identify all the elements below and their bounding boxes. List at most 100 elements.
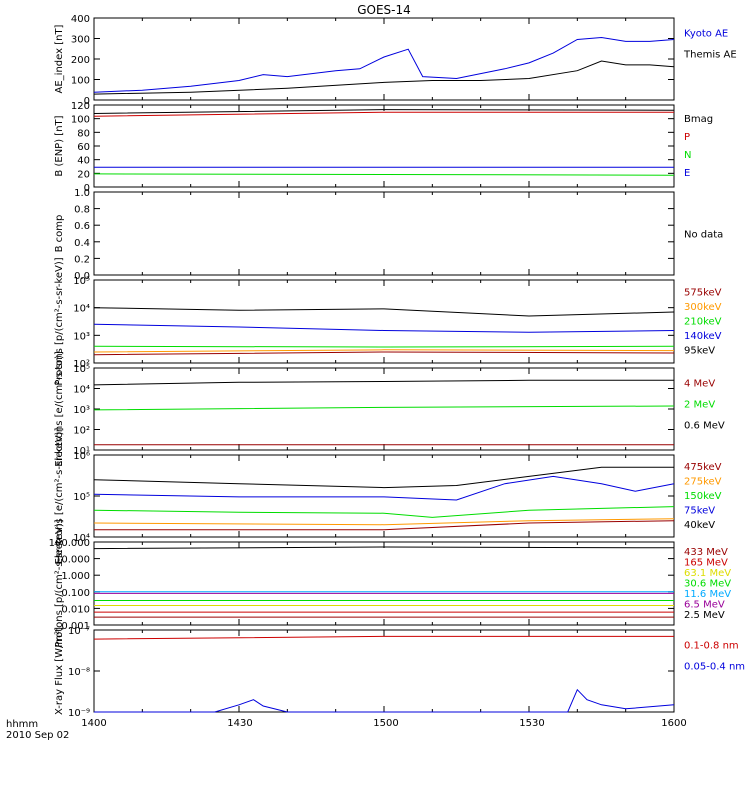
legend-label: 75keV <box>684 505 715 516</box>
y-tick-label: 10.000 <box>55 555 90 566</box>
x-tick-label: 1530 <box>519 718 544 729</box>
panel: 10⁴ 10⁵ 10⁶ Electrons [e/(cm²-s-sr-keV)] 475… <box>54 427 722 564</box>
x-tick-label: 1600 <box>661 718 686 729</box>
legend-label: 575keV <box>684 287 722 298</box>
y-tick-label: 60 <box>77 142 90 153</box>
y-tick-label: 0.2 <box>74 254 90 265</box>
legend-label: 40keV <box>684 520 715 531</box>
legend-label: 165 MeV <box>684 558 728 569</box>
y-tick-label: 10⁵ <box>73 492 90 503</box>
panel: 0 20 40 60 80 100 120 B (ENP) [nT] Bmag PNE <box>54 101 713 194</box>
y-tick-label: 10⁴ <box>73 533 90 544</box>
y-axis-label: B comp <box>54 215 65 253</box>
x-axis-date: 2010 Sep 02 <box>6 730 69 741</box>
y-axis-label: X-ray Flux [W/m²] <box>54 627 65 715</box>
y-tick-label: 20 <box>77 169 90 180</box>
legend-label: 433 MeV <box>684 547 728 558</box>
y-tick-label: 80 <box>77 128 90 139</box>
legend-label: 0.1-0.8 nm <box>684 641 739 652</box>
series-line <box>93 36 675 93</box>
y-tick-label: 10⁵ <box>73 364 90 375</box>
legend-label: 275keV <box>684 477 722 488</box>
y-tick-label: 1.0 <box>74 188 90 199</box>
series-line <box>94 688 675 713</box>
series-line <box>93 518 675 526</box>
y-axis-label: Electrons [e/(cm²-s-sr-keV)] <box>54 427 65 564</box>
y-tick-label: 0.8 <box>74 205 90 216</box>
y-tick-label: 10⁻⁸ <box>68 667 90 678</box>
y-tick-label: 10³ <box>73 405 90 416</box>
y-axis-label: Protons [p/(cm²-s-sr-keV)] <box>54 519 65 647</box>
y-tick-label: 0.010 <box>61 604 90 615</box>
y-tick-label: 100.000 <box>49 538 90 549</box>
y-axis-label: Electrons [e/(cm²-s-sr)] <box>54 351 65 467</box>
y-tick-label: 10⁻⁹ <box>68 708 90 719</box>
legend-label: 30.6 MeV <box>684 579 731 590</box>
y-tick-label: 10⁵ <box>73 276 90 287</box>
y-tick-label: 10⁴ <box>73 304 90 315</box>
legend-label: 2.5 MeV <box>684 610 725 621</box>
series-line <box>94 520 675 531</box>
legend-label: 475keV <box>684 462 722 473</box>
y-tick-label: 10³ <box>73 331 90 342</box>
y-tick-label: 10² <box>73 426 90 437</box>
legend-label: 210keV <box>684 317 722 328</box>
legend-label: 11.6 MeV <box>684 589 731 600</box>
legend-label: P <box>684 132 690 143</box>
series-line <box>93 109 675 114</box>
y-axis-label: Protons [p/(cm²-s-sr-keV)] <box>54 257 65 385</box>
y-tick-label: 0.100 <box>61 588 90 599</box>
legend-label: 0.6 MeV <box>684 421 725 432</box>
y-tick-label: 300 <box>71 35 90 46</box>
panel: 0.0 0.2 0.4 0.6 0.8 1.0 B comp No data <box>54 188 723 282</box>
legend-label: Kyoto AE <box>684 29 728 40</box>
panel-frame <box>93 17 675 101</box>
legend-label: Bmag <box>684 114 713 125</box>
x-tick-label: 1430 <box>227 718 252 729</box>
series-line <box>93 349 675 353</box>
series-line <box>93 351 675 356</box>
series-line <box>93 635 674 640</box>
y-tick-label: 100 <box>71 76 90 87</box>
legend-label: 4 MeV <box>684 379 715 390</box>
panel: 10⁻⁹ 10⁻⁸ 10⁻⁷X-ray Flux [W/m²] 0.1-0.8 nm 0… <box>54 626 745 719</box>
legend-label: E <box>684 168 690 179</box>
series-line <box>93 466 674 489</box>
legend-label: 0.05-0.4 nm <box>684 662 745 673</box>
y-tick-label: 0.001 <box>61 621 90 632</box>
legend-label: 6.5 MeV <box>684 599 725 610</box>
series-line <box>93 379 674 386</box>
y-tick-label: 400 <box>71 14 90 25</box>
series-line <box>93 60 675 95</box>
series-line <box>93 111 674 117</box>
y-tick-label: 10⁴ <box>73 385 90 396</box>
y-tick-label: 100 <box>71 115 90 126</box>
legend-label: 63.1 MeV <box>684 568 731 579</box>
y-tick-label: 200 <box>71 55 90 66</box>
y-tick-label: 40 <box>77 156 90 167</box>
legend-label: 140keV <box>684 331 722 342</box>
legend-label: 150keV <box>684 491 722 502</box>
y-tick-label: 10⁻⁷ <box>68 626 90 637</box>
series-line <box>93 405 675 411</box>
y-axis-label: B (ENP) [nT] <box>54 115 65 176</box>
series-line <box>93 323 675 333</box>
panel: 10² 10³ 10⁴ 10⁵ Protons [p/(cm²-s-sr-keV)] 57… <box>54 257 722 385</box>
legend-label: 300keV <box>684 302 722 313</box>
x-tick-label: 1500 <box>373 718 398 729</box>
legend-label: 95keV <box>684 346 715 357</box>
y-tick-label: 0 <box>84 183 90 194</box>
y-tick-label: 10⁶ <box>73 451 90 462</box>
y-tick-label: 0.4 <box>74 238 90 249</box>
legend-label: N <box>684 150 691 161</box>
y-tick-label: 0.6 <box>74 221 90 232</box>
chart-title: GOES-14 <box>357 3 411 17</box>
x-tick-label: 1400 <box>81 718 106 729</box>
panel-frame <box>93 191 675 276</box>
panel: 10¹ 10² 10³ 10⁴ 10⁵ Electrons [e/(cm²-s-sr)] 4… <box>54 351 725 467</box>
series-line <box>93 345 675 348</box>
legend-label: Themis AE <box>683 50 737 61</box>
y-tick-label: 120 <box>71 101 90 112</box>
y-tick-label: 10¹ <box>73 446 90 457</box>
